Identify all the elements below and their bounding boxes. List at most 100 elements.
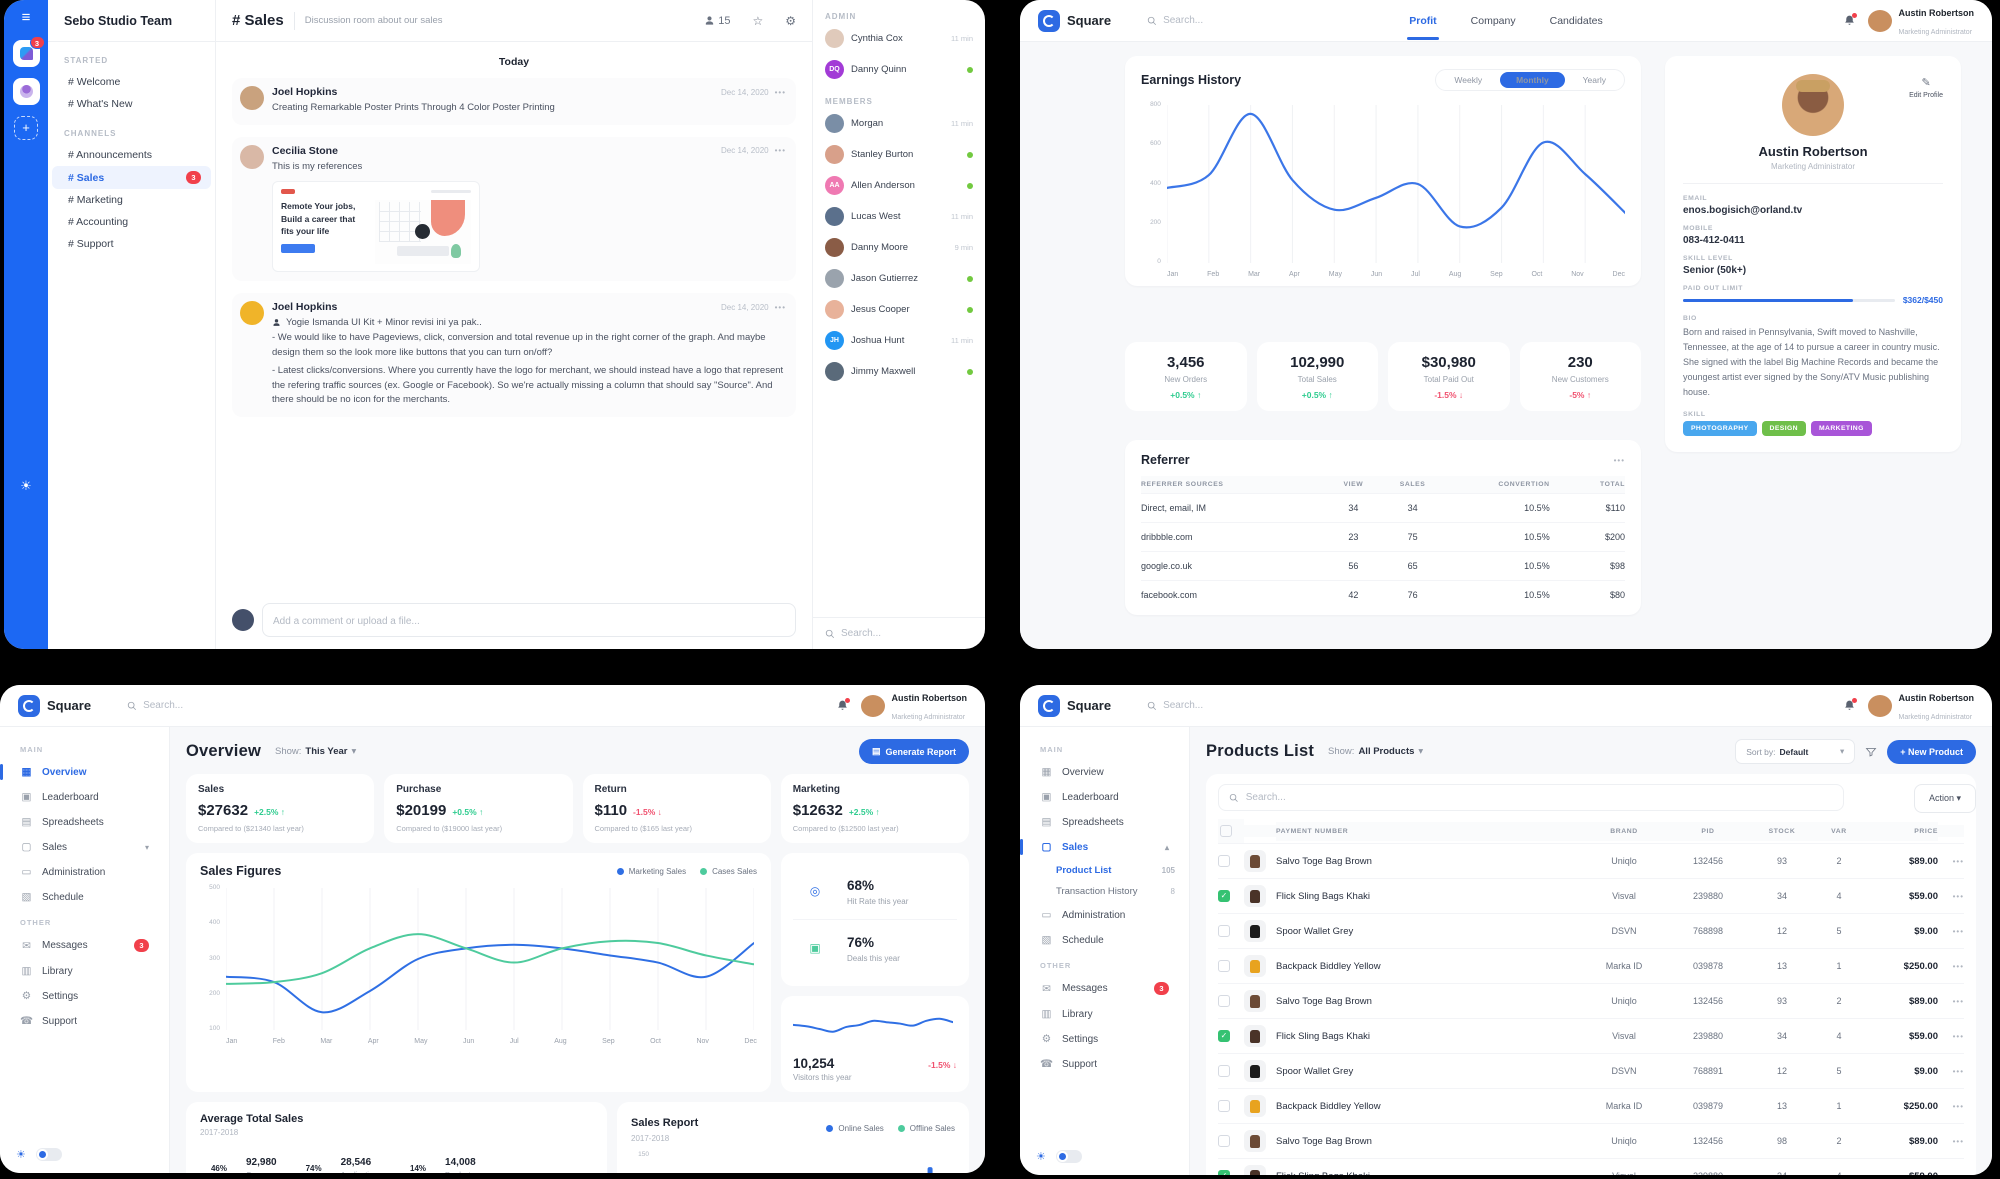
- sidebar-item[interactable]: ▦ Overview: [1026, 760, 1183, 784]
- sidebar-item[interactable]: ▭ Administration: [1026, 903, 1183, 927]
- more-icon[interactable]: •••: [1952, 856, 1964, 866]
- kpi-card[interactable]: Purchase $20199 +0.5% ↑ Compared to ($19…: [384, 774, 573, 843]
- more-icon[interactable]: •••: [1952, 1101, 1964, 1111]
- table-row[interactable]: ✓ Salvo Toge Bag Brown Uniqlo 132456 98 …: [1218, 1123, 1964, 1158]
- range-option[interactable]: Weekly: [1454, 75, 1483, 85]
- sidebar-item[interactable]: ⚙ Settings: [6, 984, 163, 1008]
- sidebar-item[interactable]: ▢ Sales ▾: [6, 835, 163, 859]
- row-checkbox[interactable]: ✓: [1218, 1100, 1230, 1112]
- add-workspace-button[interactable]: +: [14, 116, 38, 140]
- search-input[interactable]: [143, 700, 276, 711]
- skill-chip[interactable]: PHOTOGRAPHY: [1683, 420, 1757, 436]
- sidebar-item[interactable]: ▦ Overview: [0, 760, 163, 784]
- filter-icon[interactable]: [1865, 746, 1877, 758]
- sidebar-item-channel[interactable]: # Support: [52, 233, 211, 255]
- row-checkbox[interactable]: ✓: [1218, 1170, 1230, 1175]
- member-row[interactable]: Jimmy Maxwell: [825, 362, 973, 381]
- referrer-source[interactable]: dribbble.com: [1141, 522, 1324, 551]
- table-row[interactable]: ✓ Backpack Biddley Yellow Marka ID 03987…: [1218, 1088, 1964, 1123]
- bell-icon[interactable]: [1843, 698, 1857, 712]
- light-mode-icon[interactable]: ☀: [16, 1149, 26, 1161]
- global-search[interactable]: [1147, 700, 1347, 711]
- theme-toggle[interactable]: [35, 1148, 62, 1161]
- referrer-source[interactable]: facebook.com: [1141, 580, 1324, 609]
- show-filter[interactable]: Show: This Year ▾: [274, 746, 357, 757]
- more-icon[interactable]: •••: [1952, 1066, 1964, 1076]
- member-search-input[interactable]: [841, 628, 973, 639]
- sidebar-item[interactable]: ▤ Spreadsheets: [1026, 810, 1183, 834]
- member-row[interactable]: Jesus Cooper: [825, 300, 973, 319]
- workspace-icon-secondary[interactable]: [12, 78, 40, 105]
- sidebar-item[interactable]: ✉ Messages 3: [1026, 976, 1183, 1001]
- sidebar-item-channel[interactable]: # Marketing: [52, 189, 211, 211]
- more-icon[interactable]: •••: [1613, 455, 1625, 465]
- gear-icon[interactable]: ⚙: [785, 13, 796, 28]
- member-search[interactable]: [813, 617, 985, 649]
- tab[interactable]: Company: [1470, 14, 1516, 27]
- table-row[interactable]: ✓ Spoor Wallet Grey DSVN 768898 12 5 $9.…: [1218, 913, 1964, 948]
- referrer-source[interactable]: google.co.uk: [1141, 551, 1324, 580]
- sidebar-item[interactable]: ▭ Administration: [6, 860, 163, 884]
- square-logo[interactable]: [1038, 694, 1060, 717]
- sidebar-item-channel[interactable]: # What's New: [52, 93, 211, 115]
- sidebar-item[interactable]: ☎ Support: [1026, 1052, 1183, 1076]
- member-row[interactable]: JH Joshua Hunt 11 min: [825, 331, 973, 350]
- member-row[interactable]: Jason Gutierrez: [825, 269, 973, 288]
- sidebar-item[interactable]: ✉ Messages 3: [6, 933, 163, 958]
- range-option[interactable]: Yearly: [1582, 75, 1606, 85]
- more-icon[interactable]: •••: [1952, 1136, 1964, 1146]
- more-icon[interactable]: •••: [1952, 1031, 1964, 1041]
- edit-profile-button[interactable]: ✎ Edit Profile: [1909, 76, 1943, 99]
- member-row[interactable]: Danny Moore 9 min: [825, 238, 973, 257]
- action-dropdown[interactable]: Action ▾: [1913, 784, 1976, 813]
- sidebar-item[interactable]: ▤ Spreadsheets: [6, 810, 163, 834]
- row-checkbox[interactable]: ✓: [1218, 1135, 1230, 1147]
- skill-chip[interactable]: DESIGN: [1761, 420, 1806, 436]
- table-search[interactable]: [1218, 784, 1844, 811]
- member-row[interactable]: Stanley Burton: [825, 145, 973, 164]
- select-all-checkbox[interactable]: [1220, 825, 1232, 837]
- more-icon[interactable]: •••: [1952, 996, 1964, 1006]
- sidebar-item[interactable]: ▥ Library: [6, 959, 163, 983]
- more-icon[interactable]: •••: [774, 302, 786, 312]
- search-input[interactable]: [1163, 15, 1296, 26]
- more-icon[interactable]: •••: [1938, 1172, 1964, 1176]
- table-row[interactable]: ✓ Flick Sling Bags Khaki Visval 239880 3…: [1218, 1158, 1964, 1175]
- theme-sun-icon[interactable]: ☀: [20, 478, 32, 493]
- stat-card[interactable]: $30,980 Total Paid Out -1.5% ↓: [1388, 342, 1510, 411]
- row-checkbox[interactable]: ✓: [1218, 925, 1230, 937]
- user-menu[interactable]: Austin Robertson Marketing Administrator: [1867, 688, 1974, 724]
- kpi-card[interactable]: Return $110 -1.5% ↓ Compared to ($165 la…: [582, 774, 771, 843]
- light-mode-icon[interactable]: ☀: [1036, 1151, 1046, 1163]
- table-row[interactable]: ✓ Spoor Wallet Grey DSVN 768891 12 5 $9.…: [1218, 1053, 1964, 1088]
- row-checkbox[interactable]: ✓: [1218, 890, 1230, 902]
- skill-chip[interactable]: MARKETING: [1811, 420, 1872, 436]
- more-icon[interactable]: •••: [1952, 891, 1964, 901]
- star-icon[interactable]: ☆: [752, 13, 764, 28]
- sidebar-item-channel[interactable]: # Welcome: [52, 71, 211, 93]
- more-icon[interactable]: •••: [774, 87, 786, 97]
- row-checkbox[interactable]: ✓: [1218, 855, 1230, 867]
- sidebar-item[interactable]: ⚙ Settings: [1026, 1027, 1183, 1051]
- menu-icon[interactable]: ≡: [21, 9, 31, 26]
- table-row[interactable]: ✓ Salvo Toge Bag Brown Uniqlo 132456 93 …: [1218, 843, 1964, 878]
- row-checkbox[interactable]: ✓: [1218, 1065, 1230, 1077]
- square-logo[interactable]: [1038, 9, 1060, 32]
- member-row[interactable]: AA Allen Anderson: [825, 176, 973, 195]
- sort-select[interactable]: Sort by: Default ▾: [1735, 739, 1856, 764]
- table-search-input[interactable]: [1245, 792, 1833, 803]
- stat-card[interactable]: 102,990 Total Sales +0.5% ↑: [1256, 342, 1378, 411]
- user-menu[interactable]: Austin Robertson Marketing Administrator: [860, 688, 967, 724]
- square-logo[interactable]: [18, 694, 40, 717]
- table-row[interactable]: ✓ Flick Sling Bags Khaki Visval 239880 3…: [1218, 1018, 1964, 1053]
- sidebar-item[interactable]: ▣ Leaderboard: [6, 785, 163, 809]
- member-row[interactable]: DQ Danny Quinn: [825, 60, 973, 79]
- generate-report-button[interactable]: ▤ Generate Report: [858, 739, 969, 764]
- sidebar-item[interactable]: ☎ Support: [6, 1009, 163, 1033]
- sidebar-item[interactable]: ▢ Sales ▴: [1020, 835, 1183, 859]
- search-input[interactable]: [1163, 700, 1296, 711]
- global-search[interactable]: [127, 700, 327, 711]
- stat-card[interactable]: 3,456 New Orders +0.5% ↑: [1125, 342, 1247, 411]
- referrer-source[interactable]: Direct, email, IM: [1141, 493, 1324, 522]
- user-menu[interactable]: Austin Robertson Marketing Administrator: [1867, 3, 1974, 39]
